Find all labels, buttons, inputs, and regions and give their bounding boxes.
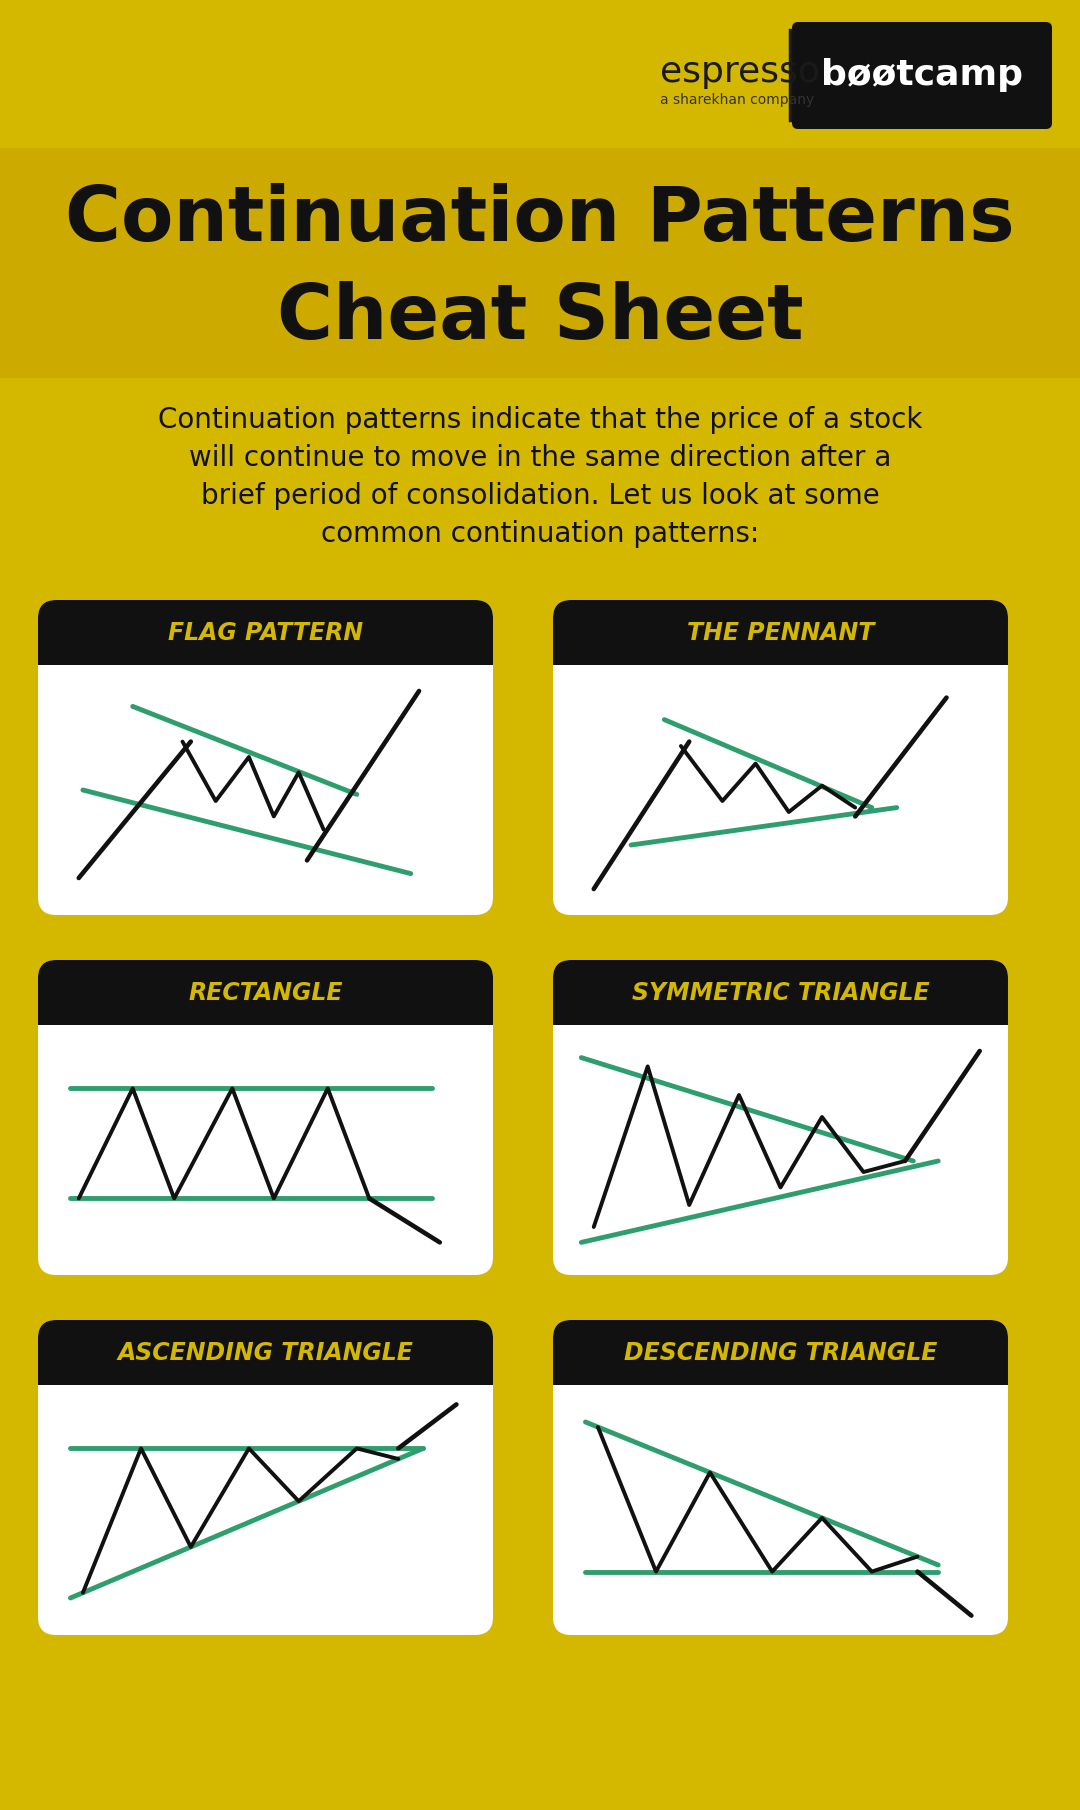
FancyBboxPatch shape [38, 599, 492, 664]
Bar [492, 970, 553, 1265]
Text: Continuation patterns indicate that the price of a stock: Continuation patterns indicate that the … [158, 405, 922, 434]
Text: FLAG PATTERN: FLAG PATTERN [167, 621, 363, 644]
FancyBboxPatch shape [38, 1319, 492, 1634]
Bar [553, 992, 1008, 1024]
Bar [38, 992, 492, 1024]
FancyBboxPatch shape [792, 22, 1052, 129]
Text: Continuation Patterns: Continuation Patterns [65, 183, 1015, 257]
Text: SYMMETRIC TRIANGLE: SYMMETRIC TRIANGLE [632, 981, 929, 1005]
Bar [38, 1352, 492, 1385]
Bar [492, 610, 553, 905]
FancyBboxPatch shape [38, 599, 492, 916]
Text: bøøtcamp: bøøtcamp [821, 58, 1023, 92]
Text: DESCENDING TRIANGLE: DESCENDING TRIANGLE [624, 1341, 937, 1365]
FancyBboxPatch shape [38, 959, 492, 1274]
Text: espresso: espresso [660, 54, 820, 89]
FancyBboxPatch shape [553, 599, 1008, 664]
Text: ASCENDING TRIANGLE: ASCENDING TRIANGLE [118, 1341, 414, 1365]
FancyBboxPatch shape [553, 959, 1008, 1274]
Bar [492, 1330, 553, 1625]
Bar [553, 1352, 1008, 1385]
FancyBboxPatch shape [553, 1319, 1008, 1385]
FancyBboxPatch shape [553, 599, 1008, 916]
Text: common continuation patterns:: common continuation patterns: [321, 519, 759, 548]
Text: THE PENNANT: THE PENNANT [687, 621, 874, 644]
Text: will continue to move in the same direction after a: will continue to move in the same direct… [189, 443, 891, 472]
FancyBboxPatch shape [553, 1319, 1008, 1634]
FancyBboxPatch shape [38, 959, 492, 1024]
Bar [553, 632, 1008, 664]
Text: Cheat Sheet: Cheat Sheet [276, 281, 804, 355]
FancyBboxPatch shape [38, 1319, 492, 1385]
Text: brief period of consolidation. Let us look at some: brief period of consolidation. Let us lo… [201, 481, 879, 510]
FancyBboxPatch shape [553, 959, 1008, 1024]
Bar [38, 632, 492, 664]
Text: a sharekhan company: a sharekhan company [660, 92, 814, 107]
Bar [0, 148, 1080, 378]
Text: RECTANGLE: RECTANGLE [188, 981, 342, 1005]
